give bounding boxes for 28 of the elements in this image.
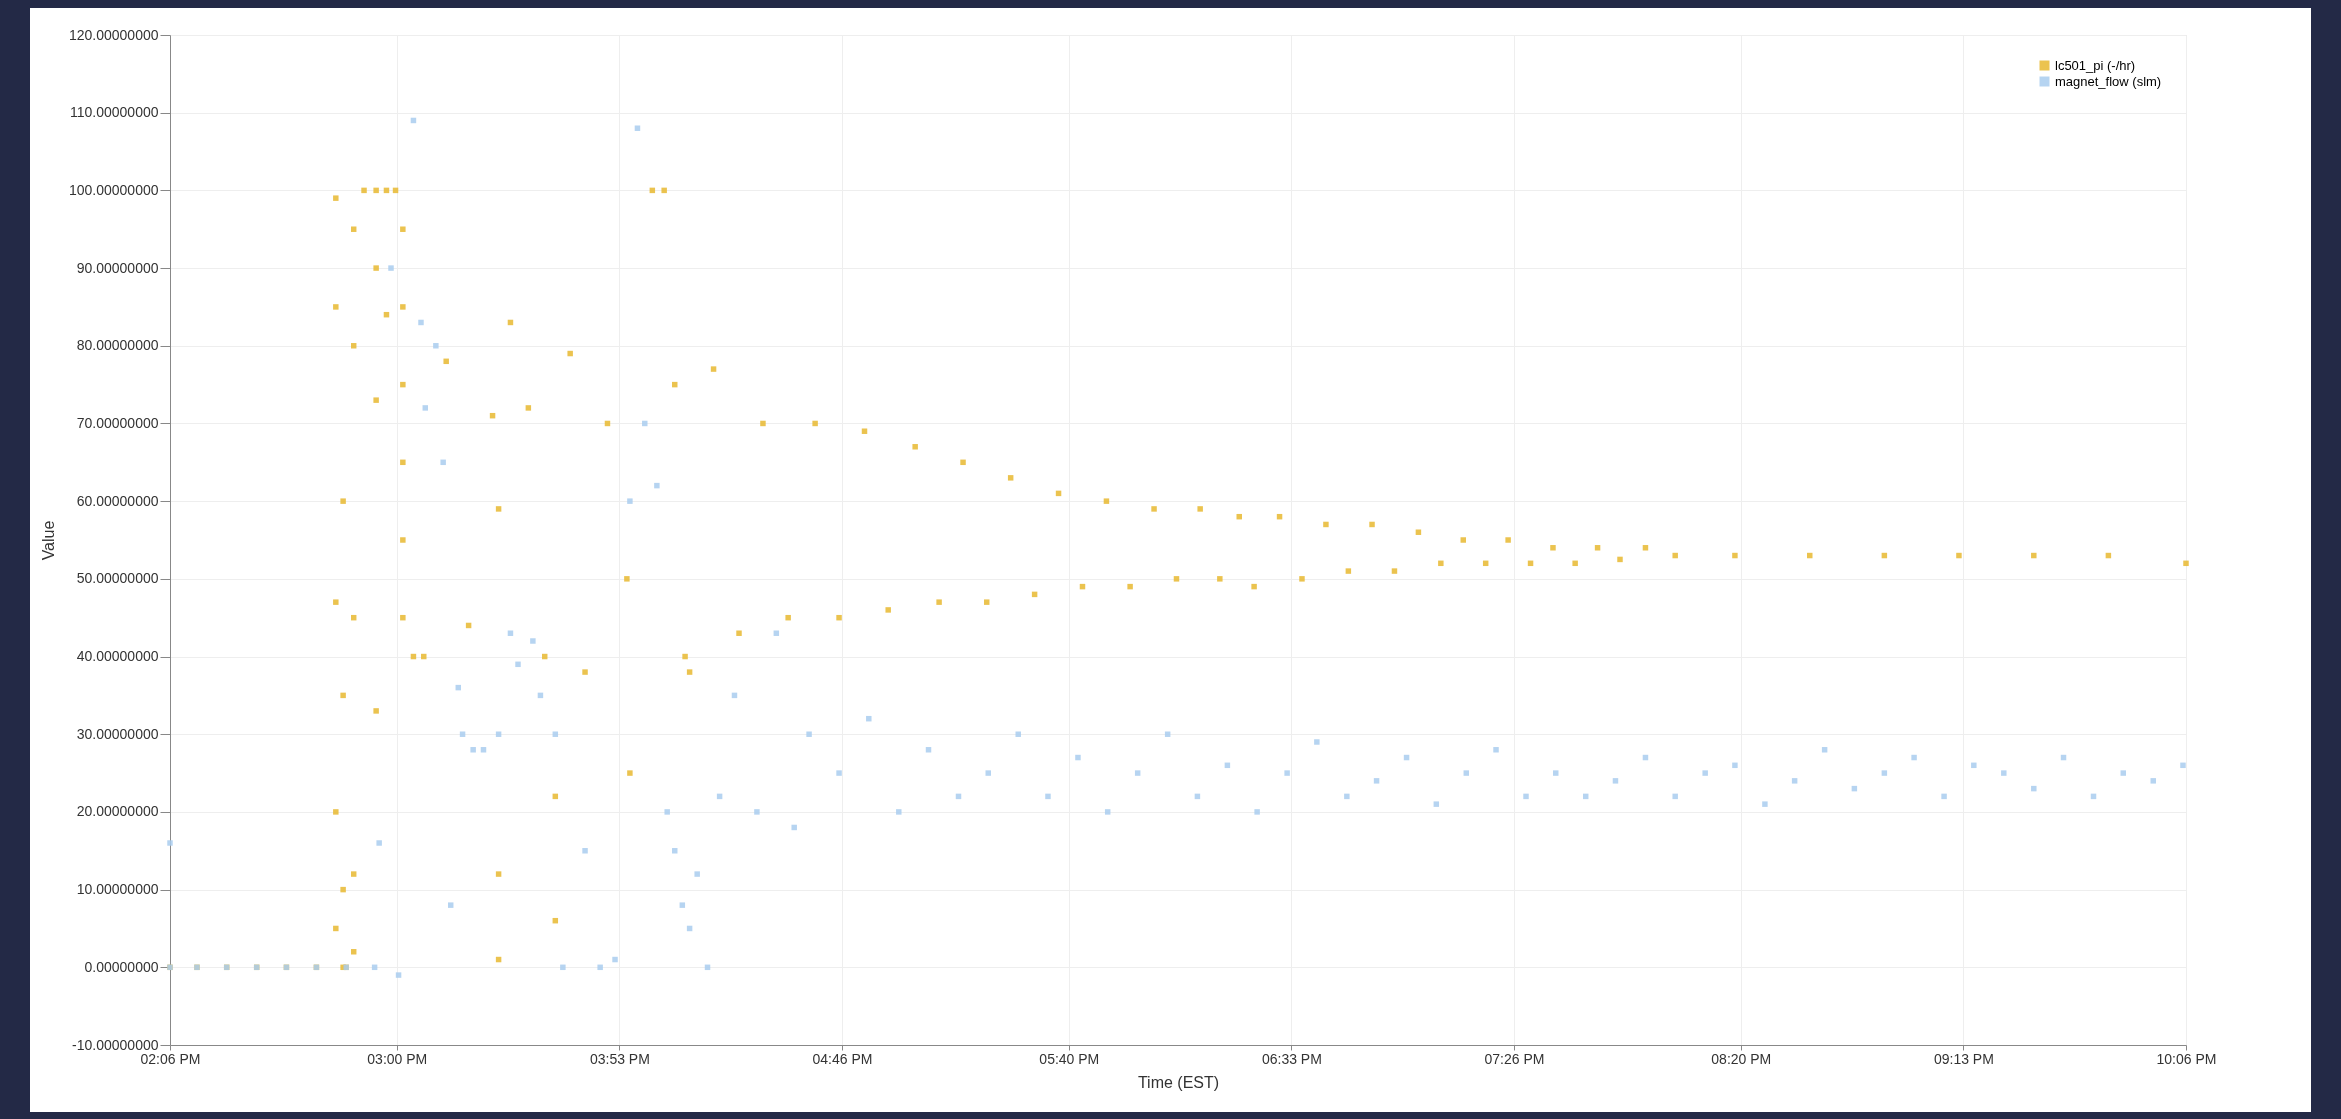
y-tick-label: 90.00000000	[76, 259, 159, 276]
legend-label: magnet_flow (slm)	[2055, 73, 2162, 89]
x-axis-title: Time (EST)	[1137, 1073, 1220, 1091]
x-tick-label: 04:46 PM	[812, 1050, 873, 1067]
x-tick-label: 06:33 PM	[1261, 1050, 1322, 1067]
y-tick-label: 60.00000000	[76, 492, 159, 509]
y-tick-label: 10.00000000	[76, 881, 159, 898]
y-tick-label: 110.00000000	[70, 104, 159, 121]
y-tick-label: 20.00000000	[76, 803, 159, 820]
x-tick-label: 07:26 PM	[1484, 1050, 1545, 1067]
x-tick-label: 10:06 PM	[2156, 1050, 2217, 1067]
x-tick-label: 03:00 PM	[367, 1050, 428, 1067]
y-tick-label: -10.00000000	[72, 1036, 159, 1053]
y-tick-label: 80.00000000	[76, 337, 159, 354]
y-tick-label: 40.00000000	[76, 648, 159, 665]
y-tick-label: 120.00000000	[68, 26, 159, 43]
y-tick-label: 0.00000000	[84, 958, 159, 975]
x-tick-label: 05:40 PM	[1039, 1050, 1100, 1067]
y-tick-label: 70.00000000	[76, 414, 159, 431]
legend-label: lc501_pi (-/hr)	[2055, 57, 2136, 73]
y-tick-label: 50.00000000	[76, 570, 159, 587]
x-tick-label: 08:20 PM	[1711, 1050, 1772, 1067]
y-axis-title: Value	[39, 520, 57, 561]
y-tick-label: 30.00000000	[76, 725, 159, 742]
x-tick-label: 03:53 PM	[589, 1050, 650, 1067]
y-tick-label: 100.00000000	[68, 181, 159, 198]
x-tick-label: 09:13 PM	[1933, 1050, 1994, 1067]
x-tick-label: 02:06 PM	[140, 1050, 201, 1067]
